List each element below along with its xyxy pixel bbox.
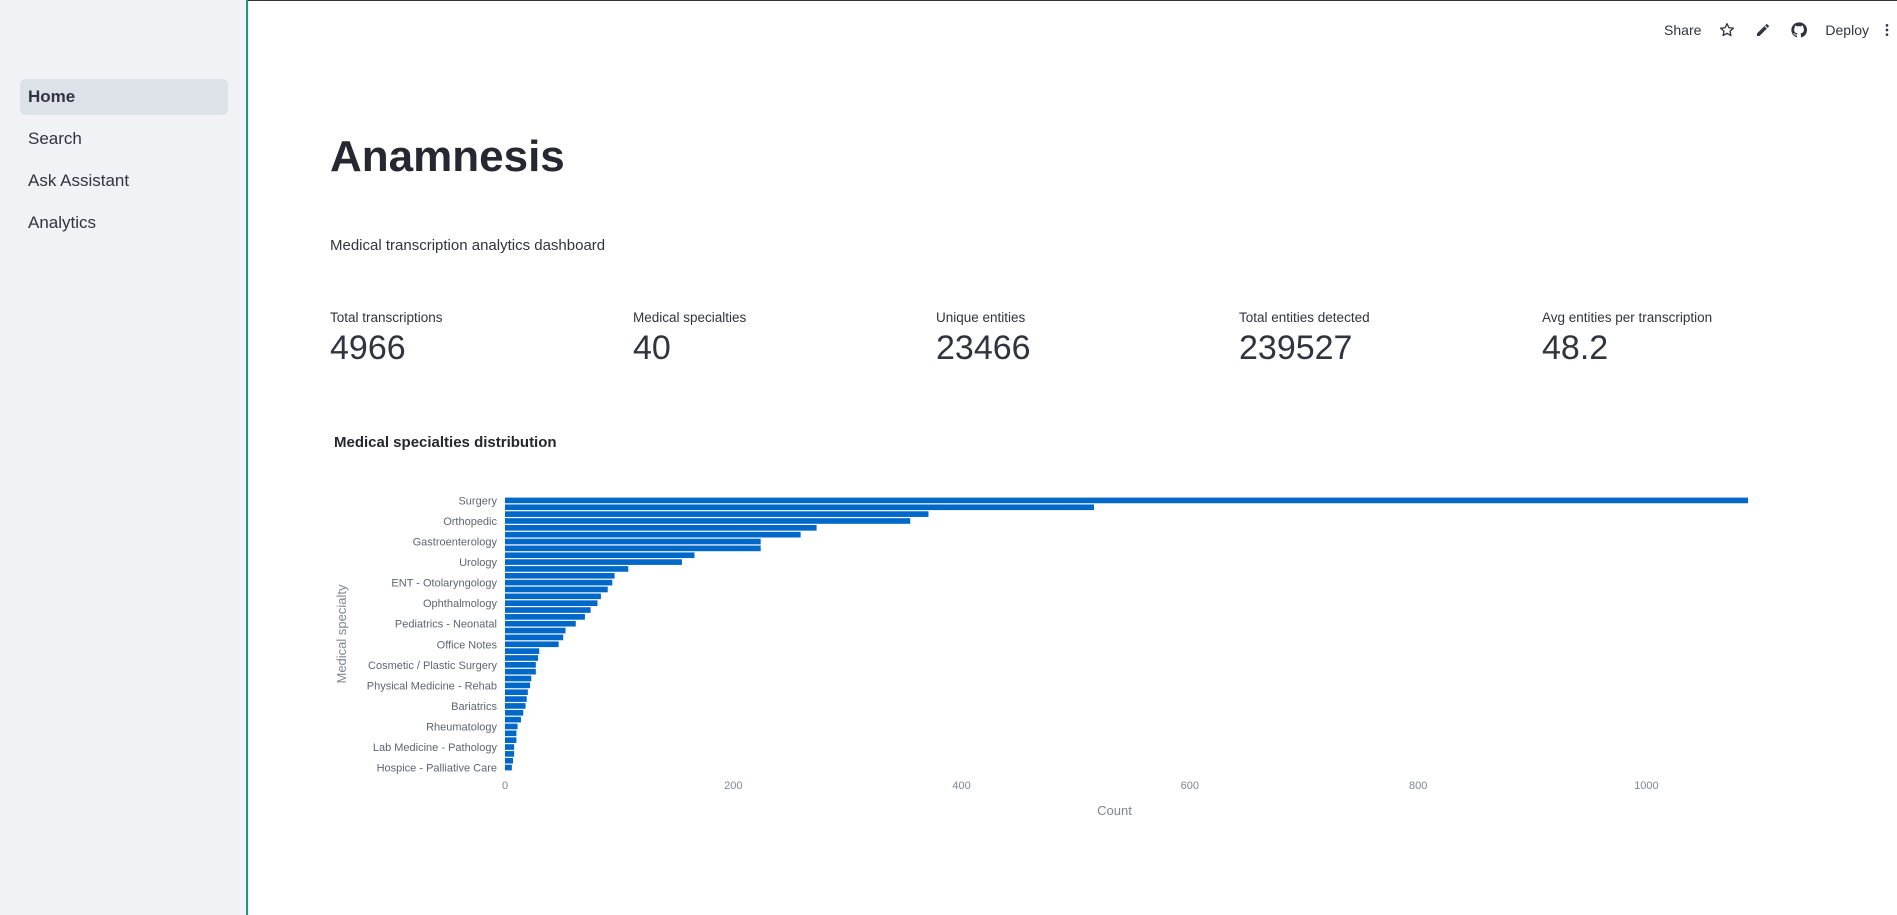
chart-bar xyxy=(505,662,536,668)
top-border xyxy=(0,0,1897,1)
y-tick-label: Ophthalmology xyxy=(423,598,497,610)
pencil-icon[interactable] xyxy=(1745,18,1781,42)
chart-bar xyxy=(505,668,536,675)
chart-bar xyxy=(505,593,601,600)
metric-value: 40 xyxy=(633,329,671,367)
chart-bar xyxy=(505,737,517,743)
y-tick-label: Lab Medicine - Pathology xyxy=(373,742,498,754)
chart-bar xyxy=(505,655,539,661)
sidebar-item-home[interactable]: Home xyxy=(20,79,228,115)
specialties-bar-chart: Surgery Orthopedic Gastroenterology Urology… xyxy=(334,495,1749,818)
y-tick-label: Urology xyxy=(459,557,497,569)
y-tick-label: Physical Medicine - Rehab xyxy=(367,680,497,692)
x-tick-label: 1000 xyxy=(1634,780,1658,792)
chart-title: Medical specialties distribution xyxy=(334,434,557,451)
sidebar-item-analytics[interactable]: Analytics xyxy=(28,213,97,232)
y-tick-label: Surgery xyxy=(458,495,497,507)
chart-bar xyxy=(505,675,532,682)
chart-bar xyxy=(505,511,929,517)
chart-bar xyxy=(505,764,512,771)
chart-bar xyxy=(505,600,598,606)
sidebar-nav: Home Search Ask Assistant Analytics xyxy=(20,79,228,247)
metric-total-transcriptions: Total transcriptions 4966 xyxy=(330,310,633,368)
chart-bar xyxy=(505,682,531,689)
chart-bar xyxy=(505,648,540,654)
chart-bar xyxy=(505,627,566,634)
metric-avg-entities: Avg entities per transcription 48.2 xyxy=(1542,310,1845,368)
chart-bar xyxy=(505,504,1094,511)
chart-bar xyxy=(505,607,591,613)
chart-bar xyxy=(505,566,629,572)
metric-unique-entities: Unique entities 23466 xyxy=(936,310,1239,368)
app-toolbar: Share Deploy xyxy=(1656,18,1897,42)
chart-bar xyxy=(505,709,524,716)
chart-bar xyxy=(505,744,515,750)
y-tick-label: Rheumatology xyxy=(426,721,497,733)
chart-bar xyxy=(505,757,513,764)
chart-bar xyxy=(505,634,564,641)
metric-value: 48.2 xyxy=(1542,329,1609,367)
x-axis-label: Count xyxy=(1097,803,1132,818)
chart-bar xyxy=(505,703,526,709)
metric-label: Unique entities xyxy=(936,310,1026,325)
chart-bar xyxy=(505,751,515,757)
page-title: Anamnesis xyxy=(330,132,565,181)
share-button[interactable]: Share xyxy=(1664,22,1702,38)
metric-value: 4966 xyxy=(330,329,406,367)
y-tick-label: Office Notes xyxy=(437,639,498,651)
sidebar-item-ask-assistant[interactable]: Ask Assistant xyxy=(28,171,130,190)
sidebar: Home Search Ask Assistant Analytics xyxy=(0,0,248,915)
chart-bar xyxy=(505,614,585,620)
chart-bar xyxy=(505,545,761,552)
y-tick-label: Orthopedic xyxy=(443,516,497,528)
y-tick-label: Gastroenterology xyxy=(413,537,498,549)
deploy-button[interactable]: Deploy xyxy=(1825,22,1869,38)
page-subtitle: Medical transcription analytics dashboar… xyxy=(330,237,606,254)
chart-bar xyxy=(505,572,615,579)
star-icon[interactable] xyxy=(1709,18,1745,42)
chart-bar xyxy=(505,531,801,538)
chart-bar xyxy=(505,696,527,702)
metric-total-entities-detected: Total entities detected 239527 xyxy=(1239,310,1542,368)
metric-label: Total transcriptions xyxy=(330,310,443,325)
more-vertical-icon[interactable] xyxy=(1877,18,1897,42)
chart-bar xyxy=(505,538,761,545)
y-tick-label: ENT - Otolaryngology xyxy=(391,578,497,590)
sidebar-item-search[interactable]: Search xyxy=(28,129,82,148)
chart-bar xyxy=(505,497,1749,504)
y-tick-label: Hospice - Palliative Care xyxy=(377,763,497,775)
x-tick-label: 200 xyxy=(724,780,742,792)
y-tick-label: Bariatrics xyxy=(451,701,497,713)
x-tick-label: 0 xyxy=(502,780,508,792)
metric-value: 23466 xyxy=(936,329,1031,367)
metric-label: Total entities detected xyxy=(1239,310,1370,325)
x-tick-label: 600 xyxy=(1181,780,1199,792)
chart-bar xyxy=(505,518,911,524)
chart-bar xyxy=(505,559,682,565)
metric-label: Medical specialties xyxy=(633,310,747,325)
chart-bar xyxy=(505,641,559,648)
chart-bar xyxy=(505,586,608,593)
y-axis-label: Medical specialty xyxy=(334,584,349,683)
chart-bar xyxy=(505,730,517,737)
chart-bar xyxy=(505,525,817,531)
metric-label: Avg entities per transcription xyxy=(1542,310,1713,325)
chart-bar xyxy=(505,579,613,586)
metric-value: 239527 xyxy=(1239,329,1353,367)
x-tick-label: 800 xyxy=(1409,780,1427,792)
metrics-row: Total transcriptions 4966 Medical specia… xyxy=(330,310,1845,368)
chart-bar xyxy=(505,723,518,730)
y-tick-label: Cosmetic / Plastic Surgery xyxy=(368,660,497,672)
x-tick-label: 400 xyxy=(952,780,970,792)
github-icon[interactable] xyxy=(1781,18,1817,42)
chart-bar xyxy=(505,620,576,627)
chart-bar xyxy=(505,716,521,723)
y-tick-label: Pediatrics - Neonatal xyxy=(395,619,497,631)
chart-bar xyxy=(505,689,528,696)
chart-bar xyxy=(505,552,695,559)
metric-medical-specialties: Medical specialties 40 xyxy=(633,310,936,368)
